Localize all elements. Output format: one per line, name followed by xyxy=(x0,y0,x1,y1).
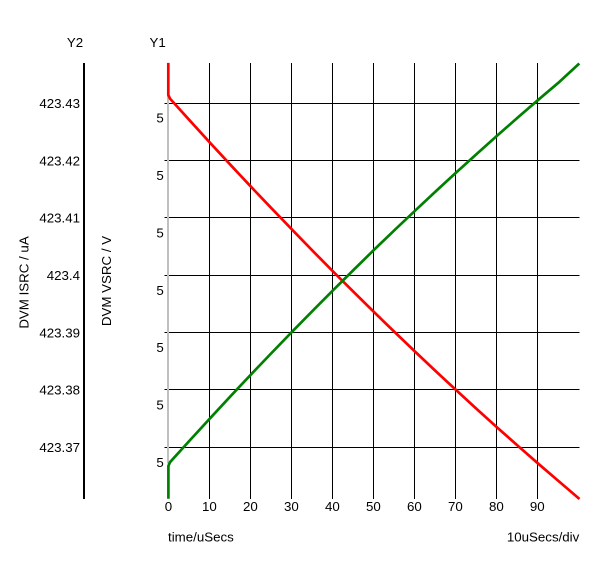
svg-text:time/uSecs: time/uSecs xyxy=(168,529,234,544)
svg-text:5: 5 xyxy=(156,340,163,355)
svg-text:70: 70 xyxy=(448,499,463,514)
svg-text:423.37: 423.37 xyxy=(39,440,80,455)
svg-text:423.39: 423.39 xyxy=(39,325,80,340)
svg-text:423.43: 423.43 xyxy=(39,96,80,111)
svg-text:10: 10 xyxy=(202,499,217,514)
svg-text:30: 30 xyxy=(284,499,299,514)
svg-text:90: 90 xyxy=(530,499,545,514)
svg-text:DVM VSRC / V: DVM VSRC / V xyxy=(99,236,114,326)
svg-text:5: 5 xyxy=(156,168,163,183)
svg-text:5: 5 xyxy=(156,398,163,413)
svg-text:40: 40 xyxy=(325,499,340,514)
svg-text:Y2: Y2 xyxy=(67,35,83,50)
svg-text:5: 5 xyxy=(156,283,163,298)
svg-text:DVM ISRC / uA: DVM ISRC / uA xyxy=(17,236,32,328)
svg-text:5: 5 xyxy=(156,111,163,126)
svg-text:50: 50 xyxy=(366,499,381,514)
svg-text:423.38: 423.38 xyxy=(39,383,80,398)
svg-text:80: 80 xyxy=(489,499,504,514)
svg-text:423.42: 423.42 xyxy=(39,153,80,168)
svg-text:60: 60 xyxy=(407,499,422,514)
svg-text:5: 5 xyxy=(156,225,163,240)
svg-text:423.4: 423.4 xyxy=(47,268,80,283)
svg-text:0: 0 xyxy=(165,499,172,514)
svg-text:10uSecs/div: 10uSecs/div xyxy=(507,529,580,544)
svg-text:Y1: Y1 xyxy=(149,35,165,50)
svg-text:423.41: 423.41 xyxy=(39,211,80,226)
svg-text:20: 20 xyxy=(243,499,258,514)
svg-text:5: 5 xyxy=(156,455,163,470)
